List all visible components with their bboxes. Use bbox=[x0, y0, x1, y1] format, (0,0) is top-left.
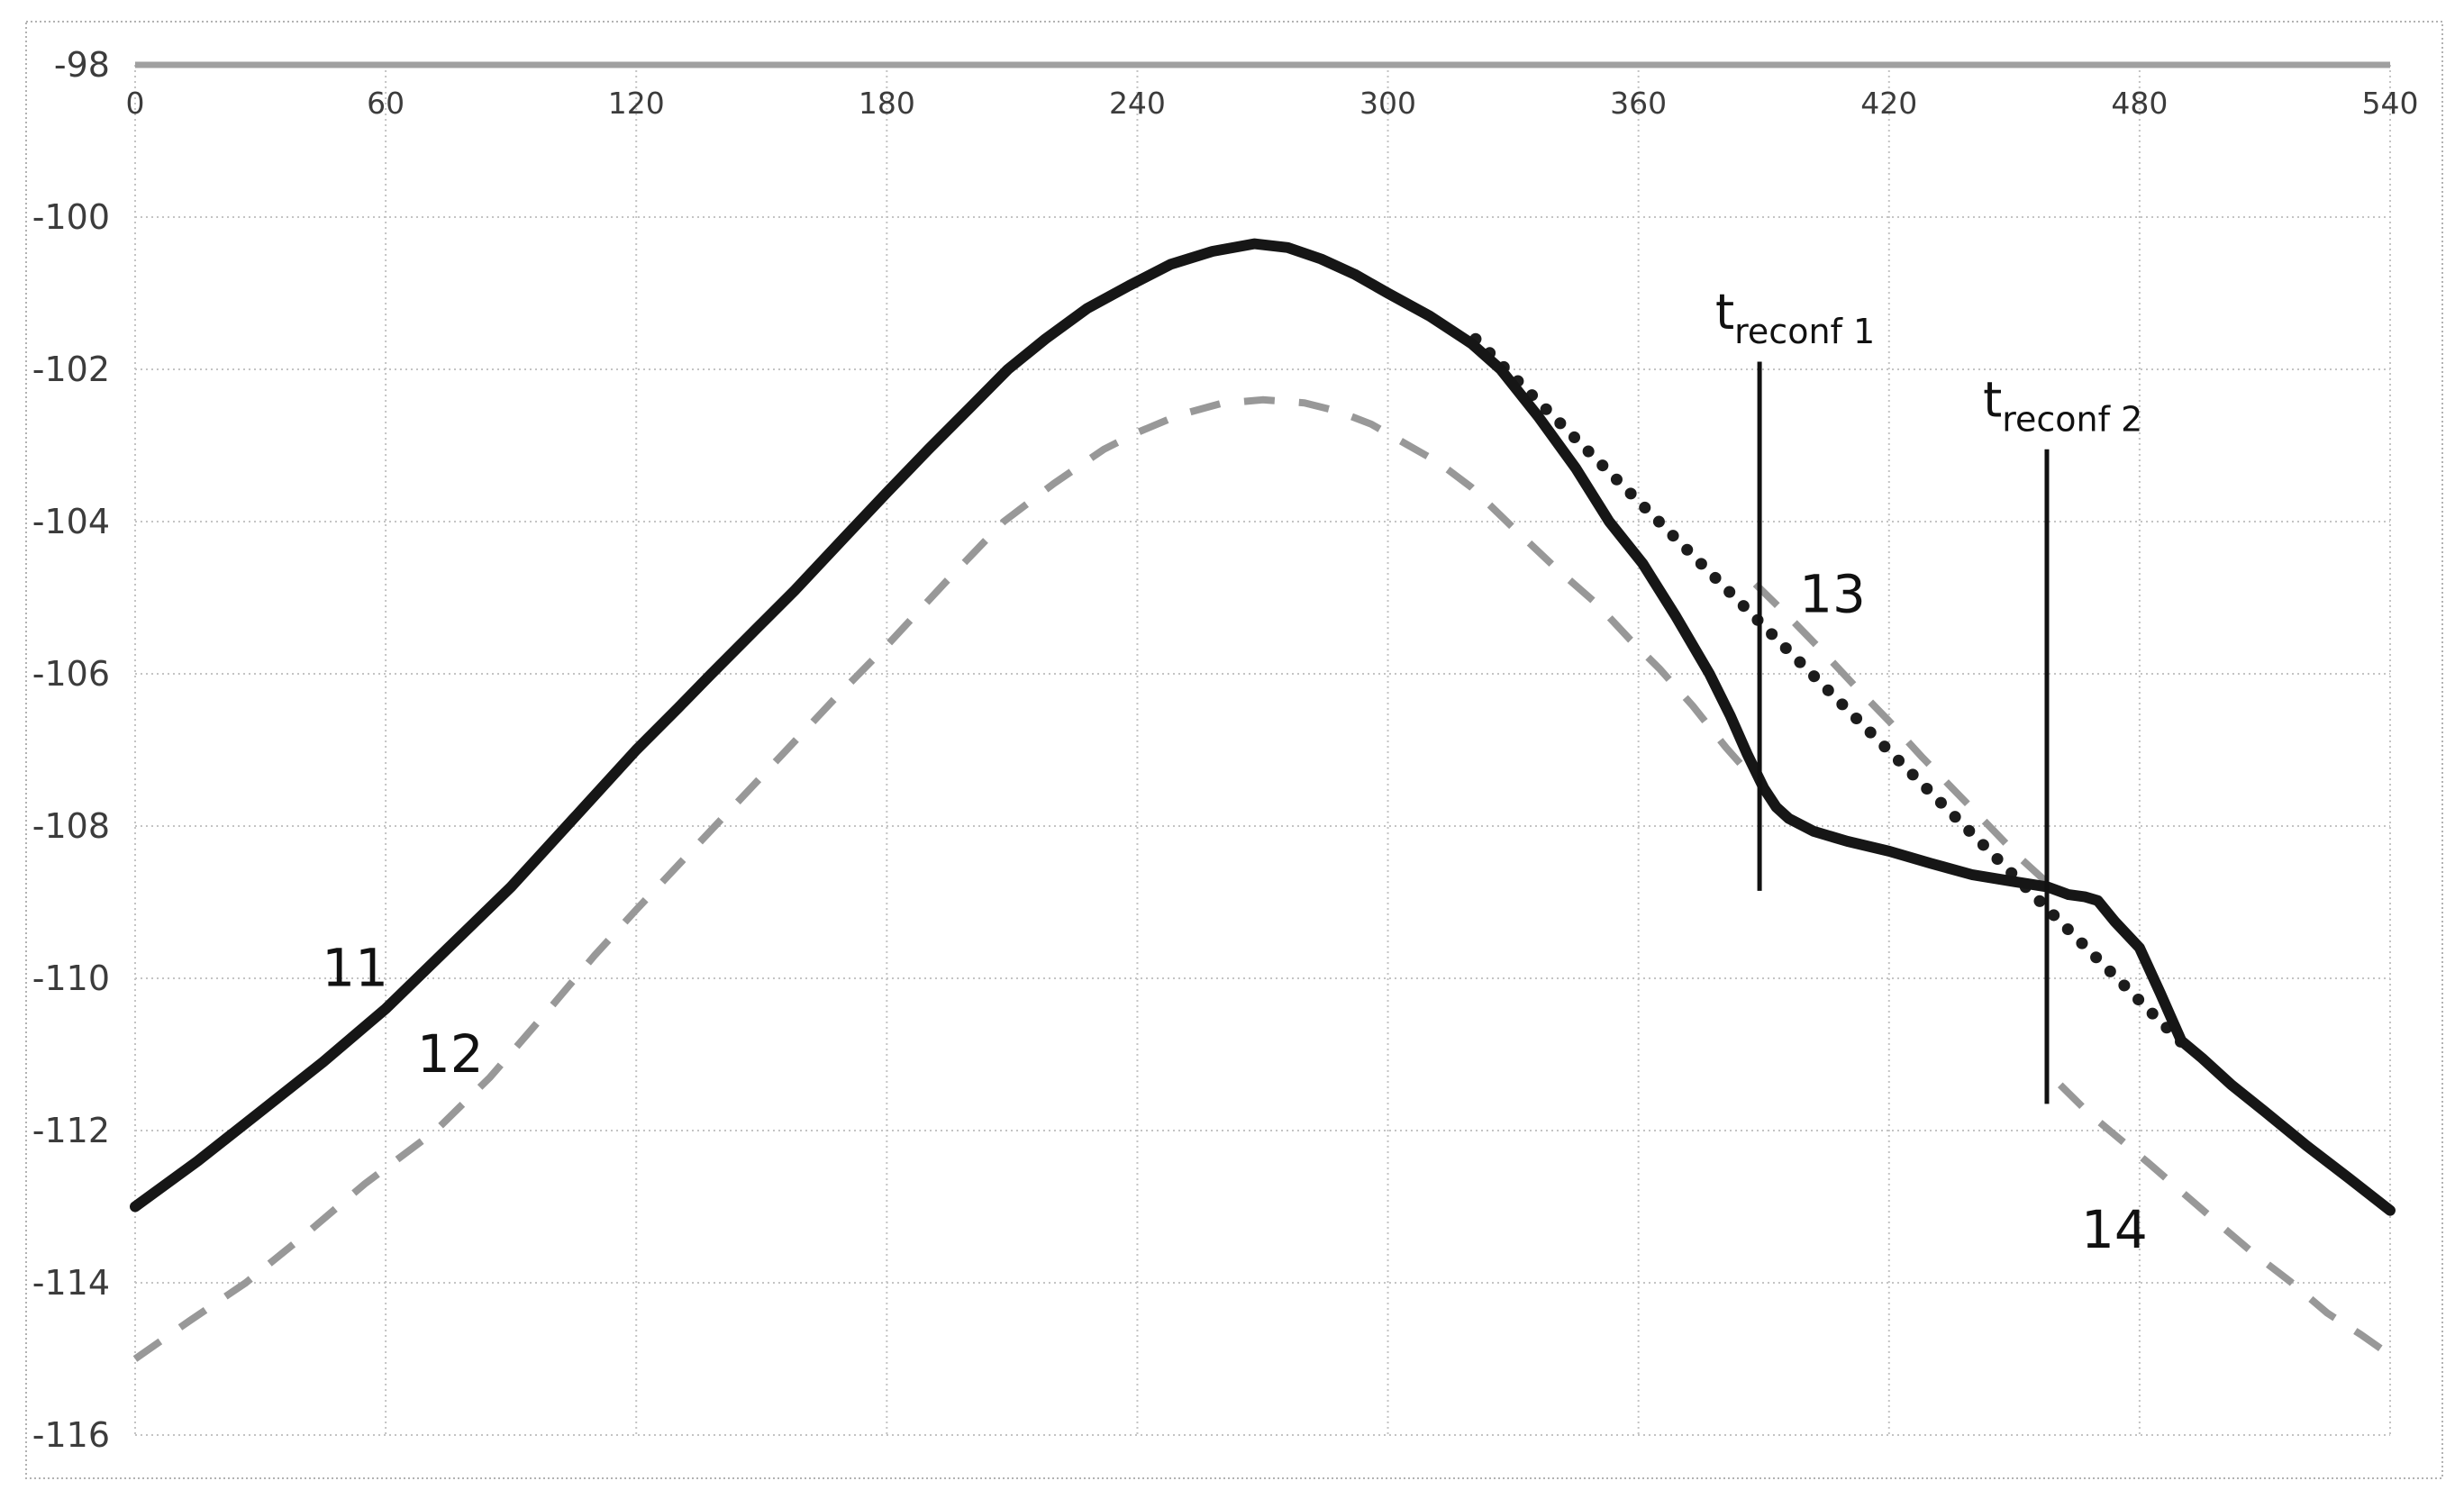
y-tick-label--116: -116 bbox=[32, 1415, 110, 1455]
label-14: 14 bbox=[2081, 1199, 2148, 1260]
x-tick-label-180: 180 bbox=[859, 86, 915, 121]
x-tick-label-0: 0 bbox=[126, 86, 145, 121]
y-tick-label--106: -106 bbox=[32, 654, 110, 694]
x-tick-label-300: 300 bbox=[1359, 86, 1416, 121]
x-tick-label-240: 240 bbox=[1109, 86, 1166, 121]
line-12-dashed-seg2 bbox=[1752, 581, 2059, 894]
label-13: 13 bbox=[1799, 564, 1866, 625]
y-tick-label--102: -102 bbox=[32, 350, 110, 389]
line-11-solid bbox=[130, 238, 2396, 1216]
label-t-reconf-1: treconf 1 bbox=[1715, 284, 1875, 351]
line-12-dashed-seg1 bbox=[132, 395, 1750, 1362]
label-12: 12 bbox=[417, 1023, 484, 1085]
y-tick-label--112: -112 bbox=[32, 1111, 110, 1150]
y-tick-label--104: -104 bbox=[32, 502, 110, 541]
y-tick-label--114: -114 bbox=[32, 1263, 110, 1303]
y-tick-label--110: -110 bbox=[32, 958, 110, 998]
label-11: 11 bbox=[322, 937, 388, 998]
x-tick-label-120: 120 bbox=[608, 86, 665, 121]
y-tick-label--100: -100 bbox=[32, 197, 110, 237]
x-tick-label-540: 540 bbox=[2362, 86, 2419, 121]
figure-border bbox=[25, 21, 2443, 1479]
x-tick-label-480: 480 bbox=[2111, 86, 2168, 121]
x-tick-label-420: 420 bbox=[1860, 86, 1917, 121]
x-tick-label-60: 60 bbox=[367, 86, 405, 121]
y-tick-label--98: -98 bbox=[54, 45, 110, 85]
line-13-dotted bbox=[1469, 332, 2187, 1049]
line-12-dashed-seg3 bbox=[2057, 1082, 2393, 1358]
x-tick-label-360: 360 bbox=[1610, 86, 1667, 121]
label-t-reconf-2: treconf 2 bbox=[1983, 371, 2142, 439]
y-tick-label--108: -108 bbox=[32, 806, 110, 846]
